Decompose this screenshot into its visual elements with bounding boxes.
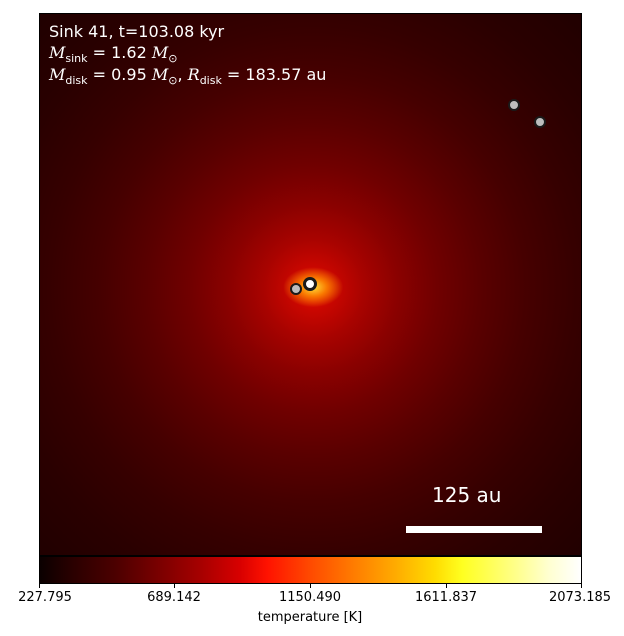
comma-separator: , [177,65,183,84]
colorbar-tick-1 [174,583,175,588]
colorbar-tick-3 [446,583,447,588]
m-disk-value: = 0.95 [92,65,147,84]
r-disk-subscript: disk [199,74,222,87]
sink-mass-line: Msink = 1.62 M⊙ [49,43,177,65]
disk-solar-mass-unit: M [151,65,169,84]
m-sink-symbol: M [49,43,66,62]
m-sink-value: = 1.62 [92,43,147,62]
colorbar-tick-label-1: 689.142 [147,590,201,605]
companion-sink-marker [290,283,302,295]
colorbar-label: temperature [K] [257,610,363,625]
outer-sink-marker-1 [508,99,520,111]
primary-sink-marker [303,277,317,291]
colorbar-tick-label-2: 1150.490 [278,590,342,605]
colorbar-tick-label-4: 2073.185 [548,590,612,605]
scalebar [406,526,542,533]
colorbar-tick-4 [581,583,582,588]
temperature-map: Sink 41, t=103.08 kyr Msink = 1.62 M⊙ Md… [39,13,582,556]
solar-mass-unit: M [151,43,169,62]
colorbar-tick-2 [310,583,311,588]
colorbar-tick-label-3: 1611.837 [414,590,478,605]
colorbar-tick-label-0: 227.795 [18,590,72,605]
m-disk-subscript: disk [65,74,88,87]
m-disk-symbol: M [49,65,66,84]
disk-line: Mdisk = 0.95 M⊙, Rdisk = 183.57 au [49,65,326,87]
colorbar-tick-0 [39,583,40,588]
r-disk-value: = 183.57 au [226,65,327,84]
sink-label: Sink 41, t=103.08 kyr [49,22,225,41]
scalebar-label: 125 au [432,483,502,507]
solar-mass-subscript: ⊙ [168,52,178,65]
m-sink-subscript: sink [65,52,88,65]
sink-title: Sink 41, t=103.08 kyr [49,22,224,42]
temperature-colorbar [39,556,582,584]
outer-sink-marker-2 [534,116,546,128]
disk-solar-mass-subscript: ⊙ [168,74,178,87]
r-disk-symbol: R [187,65,200,84]
